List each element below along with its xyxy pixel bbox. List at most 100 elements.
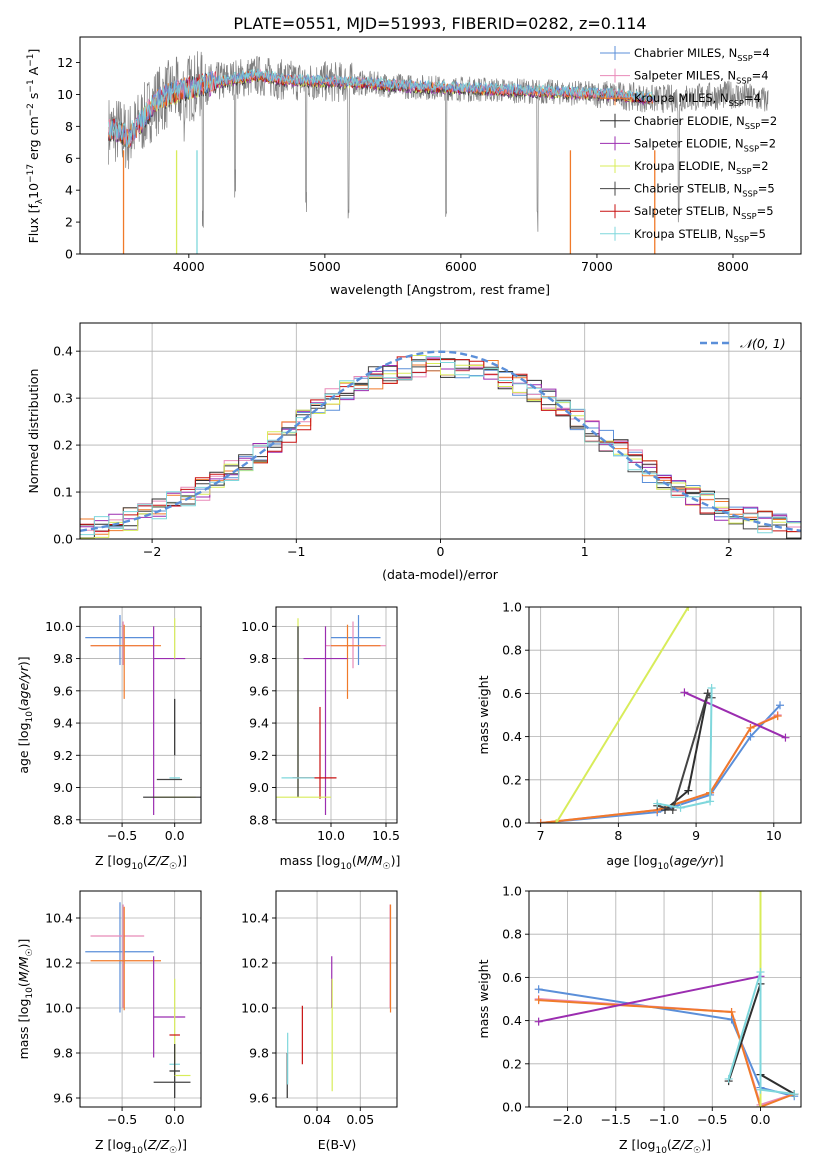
y-tick-label: 0.4 — [502, 729, 522, 744]
label-part: 10 — [131, 1146, 143, 1156]
x-tick-label: 8 — [614, 828, 622, 843]
series-line-kroupa_miles — [538, 999, 795, 1107]
label-part: 10 — [25, 987, 35, 999]
x-tick-label: 0 — [437, 544, 445, 559]
label-part: ☉ — [693, 1146, 701, 1156]
series-marker — [746, 723, 755, 732]
y-tick-label: 9.4 — [53, 716, 73, 731]
y-tick-label: 9.8 — [249, 651, 269, 666]
legend-label: Kroupa MILES, NSSP=4 — [634, 91, 761, 108]
y-tick-label: 9.8 — [53, 1046, 73, 1061]
x-tick-label: 4000 — [173, 259, 205, 274]
x-axis-title: Z [log10(Z/Z☉)] — [619, 1137, 711, 1156]
label-part: =2 — [752, 159, 769, 173]
hist-step-kroupa_elodie — [80, 355, 801, 539]
y-tick-label: 10.0 — [45, 619, 73, 634]
label-part: Z [log — [95, 1137, 131, 1152]
series-line-chabrier_stelib — [656, 691, 713, 812]
y-tick-label: 10.4 — [241, 911, 269, 926]
axes-frame — [528, 606, 802, 824]
x-tick-label: −2 — [143, 544, 161, 559]
y-tick-label: 6 — [65, 151, 73, 166]
label-part: SSP — [737, 53, 752, 63]
plot-area-residual-hist — [80, 350, 801, 539]
label-part: −1 — [26, 79, 36, 92]
y-tick-label: 10.2 — [241, 956, 269, 971]
x-tick-label: 0.0 — [751, 1112, 771, 1127]
legend-label: Salpeter MILES, NSSP=4 — [634, 69, 769, 86]
legend-label: Chabrier MILES, NSSP=4 — [634, 46, 770, 63]
series-marker — [781, 733, 790, 742]
label-part: ( — [143, 853, 148, 868]
y-tick-label: 9.2 — [249, 748, 269, 763]
series-line-kroupa_stelib — [727, 971, 795, 1095]
label-part: ☉ — [25, 948, 35, 956]
label-part: 10 — [340, 862, 352, 872]
series-marker — [534, 985, 543, 994]
y-tick-label: 2 — [65, 215, 73, 230]
label-part: )] — [16, 656, 31, 666]
y-tick-label: 0.2 — [502, 1056, 522, 1071]
x-tick-label: 5000 — [309, 259, 341, 274]
label-part: SSP — [734, 234, 749, 244]
axes-frame — [79, 36, 802, 255]
x-tick-label: 0.0 — [165, 1112, 185, 1127]
series-marker — [756, 891, 765, 895]
x-tick-label: 10.0 — [317, 828, 345, 843]
series-marker — [724, 1074, 733, 1083]
label-part: =5 — [758, 182, 775, 196]
x-tick-label: 2 — [725, 544, 733, 559]
plot-area-age-vs-z — [85, 615, 201, 815]
y-tick-label: 0.6 — [502, 970, 522, 985]
series-marker — [536, 819, 545, 823]
label-part: ( — [143, 1137, 148, 1152]
y-tick-label: 9.4 — [249, 716, 269, 731]
y-tick-label: 0.0 — [53, 532, 73, 547]
label-part: 10 — [26, 183, 41, 199]
x-tick-label: 9 — [692, 828, 700, 843]
y-tick-label: 9.2 — [53, 748, 73, 763]
x-tick-label: 0.05 — [346, 1112, 374, 1127]
legend-gaussian-label: 𝒩(0, 1) — [740, 336, 786, 351]
label-part: Z/Z — [147, 853, 170, 868]
y-tick-label: 9.6 — [53, 683, 73, 698]
series-marker — [680, 688, 689, 697]
series-marker — [790, 1090, 799, 1099]
series-marker — [676, 803, 685, 812]
label-part: ( — [669, 853, 674, 868]
label-part: =5 — [749, 227, 766, 241]
legend-label: Chabrier STELIB, NSSP=5 — [634, 182, 775, 199]
x-tick-label: 0.0 — [165, 828, 185, 843]
label-part: −1 — [26, 54, 36, 67]
x-tick-label: −2.0 — [552, 1112, 582, 1127]
y-tick-label: 8.8 — [53, 812, 73, 827]
legend-label: Kroupa ELODIE, NSSP=2 — [634, 159, 769, 176]
label-part: )] — [177, 1137, 187, 1152]
label-part: ] — [26, 49, 41, 54]
label-part: −17 — [26, 164, 36, 183]
label-part: Flux [f — [26, 204, 41, 244]
label-part: )] — [701, 1137, 711, 1152]
label-part: Chabrier MILES, N — [634, 46, 737, 60]
legend-label: Kroupa STELIB, NSSP=5 — [634, 227, 766, 244]
x-tick-label: −0.5 — [107, 1112, 137, 1127]
x-axis-title: Z [log10(Z/Z☉)] — [95, 853, 187, 872]
series-marker — [773, 712, 782, 721]
x-tick-label: 7 — [537, 828, 545, 843]
axes-age-vs-mass: 10.0 10.5 8.8 9.0 9.2 9.4 9.6 9.8 10.0 mass [log1… — [241, 606, 400, 872]
series-marker — [746, 732, 755, 741]
y-tick-label: 0.0 — [502, 1100, 522, 1115]
plot-area-massweight-vs-age — [536, 607, 790, 823]
axes-age-vs-z: −0.5 0.08.89.09.29.49.69.810.0Z [log10(Z/… — [16, 606, 202, 872]
legend: Chabrier MILES, NSSP=4 Salpeter MILES, NS… — [600, 46, 777, 244]
x-axis-title: Z [log10(Z/Z☉)] — [95, 1137, 187, 1156]
label-part: erg cm — [26, 116, 41, 164]
y-tick-label: 8 — [65, 119, 73, 134]
legend-label: Salpeter STELIB, NSSP=5 — [634, 204, 774, 221]
y-tick-label: 4 — [65, 183, 73, 198]
y-tick-label: 9.0 — [249, 780, 269, 795]
y-tick-label: 9.8 — [53, 651, 73, 666]
label-part: Salpeter ELODIE, N — [634, 136, 744, 150]
label-part: ☉ — [169, 1146, 177, 1156]
label-part: Kroupa ELODIE, N — [634, 159, 736, 173]
